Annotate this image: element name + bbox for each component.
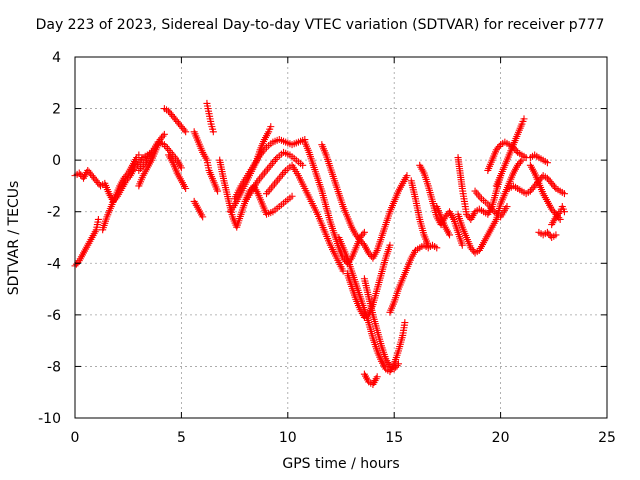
data-point: [288, 192, 296, 200]
data-point-fill: [359, 240, 367, 248]
x-axis-label: GPS time / hours: [282, 456, 400, 472]
data-point: [424, 241, 432, 249]
data-point: [160, 130, 168, 138]
x-tick-label: 10: [279, 430, 297, 446]
data-point: [182, 185, 190, 193]
data-point-fill: [516, 158, 524, 166]
y-tick-label: 2: [52, 102, 61, 118]
data-point-fill: [138, 155, 146, 163]
data-point: [182, 128, 190, 136]
x-tick-label: 0: [71, 430, 80, 446]
data-point-fill: [159, 132, 167, 140]
data-point: [360, 228, 368, 236]
data-point: [552, 231, 560, 239]
data-point: [394, 360, 402, 368]
y-tick-label: -10: [38, 411, 61, 427]
data-point: [135, 151, 143, 159]
y-tick-label: 0: [52, 153, 61, 169]
data-point: [94, 215, 102, 223]
data-point: [520, 115, 528, 123]
y-tick-label: -6: [47, 308, 61, 324]
data-point: [199, 213, 207, 221]
data-point-fill: [359, 230, 367, 238]
data-point: [401, 319, 409, 327]
plot-frame: [74, 56, 608, 419]
data-point: [214, 187, 222, 195]
data-point: [503, 203, 511, 211]
data-points: [71, 99, 568, 388]
data-point: [299, 161, 307, 169]
data-point: [556, 215, 564, 223]
data-point: [373, 373, 381, 381]
x-tick-label: 15: [385, 430, 403, 446]
data-point-fill: [74, 258, 82, 266]
data-point: [560, 208, 568, 216]
y-tick-label: -8: [47, 359, 61, 375]
x-tick-label: 25: [598, 430, 616, 446]
data-point: [403, 172, 411, 180]
data-point: [458, 241, 466, 249]
y-tick-label: -4: [47, 256, 61, 272]
axis-ticks: 0 5 10 15 20 25 -10 -8 -6 -4 -2 0 2 4: [38, 50, 616, 446]
data-point: [433, 244, 441, 252]
x-tick-label: 20: [492, 430, 510, 446]
data-point-fill: [393, 362, 401, 370]
data-point: [177, 164, 185, 172]
y-axis-label: SDTVAR / TECUs: [6, 180, 22, 296]
data-point-fill: [495, 142, 503, 150]
data-point-fill: [180, 126, 188, 134]
data-point-fill: [123, 171, 131, 179]
data-point: [267, 123, 275, 131]
plot-border: [74, 56, 608, 419]
x-tick-label: 5: [177, 430, 186, 446]
data-point: [560, 190, 568, 198]
y-tick-label: 4: [52, 50, 61, 66]
data-point-fill: [555, 209, 563, 217]
chart-title: Day 223 of 2023, Sidereal Day-to-day VTE…: [35, 17, 605, 33]
data-point: [386, 241, 394, 249]
y-tick-label: -2: [47, 205, 61, 221]
data-point-fill: [551, 183, 559, 191]
data-point: [339, 267, 347, 275]
data-point: [446, 231, 454, 239]
data-point: [209, 128, 217, 136]
data-point: [543, 159, 551, 167]
